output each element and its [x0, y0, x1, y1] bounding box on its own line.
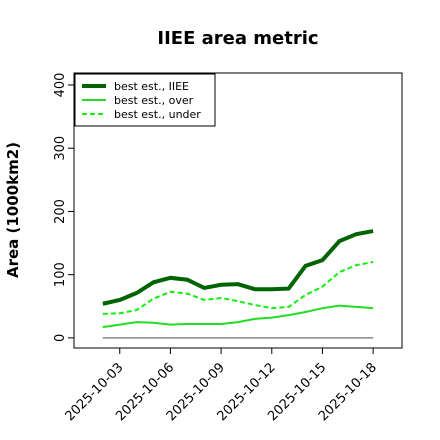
y-tick-label: 100 [53, 262, 68, 287]
y-tick-label: 200 [53, 199, 68, 224]
series-line [102, 304, 374, 329]
y-tick-label: 400 [53, 73, 68, 98]
legend-label: best est., over [114, 94, 194, 107]
series-line [102, 261, 374, 315]
legend-label: best est., under [114, 108, 201, 121]
y-tick-label: 300 [53, 136, 68, 161]
chart-title: IIEE area metric [157, 28, 318, 49]
plot-frame [73, 72, 403, 349]
y-axis-label: Area (1000km2) [4, 142, 22, 278]
series-line [102, 229, 374, 306]
y-tick-label: 0 [53, 334, 68, 342]
legend-label: best est., IIEE [114, 80, 189, 93]
